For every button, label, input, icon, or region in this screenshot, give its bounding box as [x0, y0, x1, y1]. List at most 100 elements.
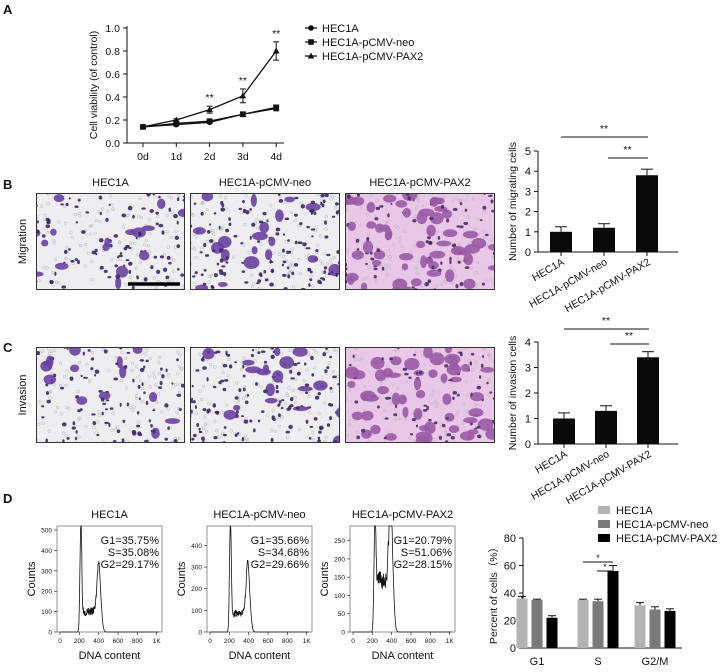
stained-cell [286, 266, 290, 270]
stained-cell [77, 409, 82, 413]
bar [546, 617, 558, 648]
stained-cell [158, 223, 164, 228]
pore [487, 378, 491, 383]
stained-cell [176, 220, 179, 225]
x-tick-label: 1d [170, 151, 182, 163]
bar [550, 231, 572, 252]
pore [41, 349, 45, 353]
pore [38, 400, 42, 404]
pore [323, 401, 327, 405]
pore [284, 240, 288, 244]
stained-cell [373, 274, 377, 279]
stained-cell [53, 373, 57, 378]
pore [209, 273, 213, 278]
stained-cell [352, 354, 355, 358]
pore [366, 232, 371, 236]
stained-cell [219, 248, 224, 253]
pore [290, 264, 295, 268]
pore [269, 428, 274, 432]
pore [154, 285, 158, 290]
stained-cell [218, 225, 221, 230]
stained-cell [479, 375, 482, 379]
stained-cell [176, 393, 182, 397]
pore [129, 405, 133, 410]
x-tick-label: 600 [263, 638, 274, 645]
y-tick-label: 400 [191, 543, 202, 550]
x-tick-label: 800 [282, 638, 293, 645]
stained-cell [77, 260, 80, 265]
stained-cell [485, 428, 495, 440]
pore [456, 256, 460, 260]
pore [193, 282, 197, 286]
stained-cell [113, 377, 119, 381]
pore [306, 352, 310, 356]
pore [327, 361, 331, 365]
pore [171, 210, 175, 215]
pore [120, 350, 124, 354]
stained-cell [126, 402, 130, 407]
pore [165, 229, 170, 234]
stained-cell [457, 260, 461, 264]
bar [516, 598, 528, 648]
pore [466, 393, 470, 397]
y-tick-label: 400 [41, 548, 52, 555]
stained-cell [272, 350, 275, 354]
bar [664, 610, 676, 648]
stained-cell [446, 363, 462, 376]
stained-cell [99, 265, 104, 270]
stained-cell [445, 417, 450, 420]
stained-cell [69, 347, 81, 356]
stained-cell [294, 196, 299, 200]
pore [152, 375, 157, 379]
stained-cell [83, 376, 88, 379]
stained-cell [115, 274, 120, 279]
stained-cell [132, 378, 135, 383]
pore [96, 420, 100, 424]
pore [246, 438, 250, 442]
transwell-images: HEC1A HEC1A-pCMV-neo HEC1A-pCMV-PAX2 Migrat… [17, 177, 495, 443]
stained-cell [104, 421, 109, 425]
stained-cell [257, 240, 261, 243]
pore [259, 385, 263, 389]
pore [46, 201, 50, 206]
stained-cell [77, 198, 81, 202]
legend-label: HEC1A [616, 505, 653, 517]
pore [136, 375, 140, 379]
significance-label: ** [272, 28, 280, 40]
stained-cell [485, 233, 489, 237]
stained-cell [272, 370, 284, 383]
stained-cell [385, 396, 390, 400]
stained-cell [139, 359, 145, 362]
pore [146, 244, 151, 248]
pore [387, 249, 391, 253]
pore [285, 391, 289, 396]
y-tick-label: 0 [525, 247, 531, 259]
pore [130, 361, 135, 366]
stained-cell [280, 407, 284, 410]
stained-cell [75, 430, 78, 434]
pore [398, 236, 403, 240]
stained-cell [430, 196, 438, 208]
pore [489, 277, 493, 281]
stained-cell [198, 427, 201, 431]
pore [74, 212, 78, 217]
pore [289, 210, 294, 215]
stained-cell [204, 254, 210, 257]
pore [474, 360, 478, 364]
histogram-title: HEC1A-pCMV-PAX2 [352, 509, 453, 521]
stained-cell [36, 350, 41, 356]
stained-cell [87, 349, 91, 352]
stained-cell [456, 225, 461, 228]
stained-cell [332, 375, 337, 379]
stained-cell [260, 410, 265, 413]
stained-cell [361, 410, 374, 421]
x-tick-label: 800 [425, 638, 436, 645]
stained-cell [408, 376, 412, 379]
triangle-marker [272, 47, 280, 54]
stained-cell [444, 412, 455, 422]
pore [449, 265, 454, 269]
pore [124, 283, 128, 287]
cell-image [190, 347, 340, 443]
pore [119, 379, 123, 383]
stained-cell [156, 269, 161, 275]
